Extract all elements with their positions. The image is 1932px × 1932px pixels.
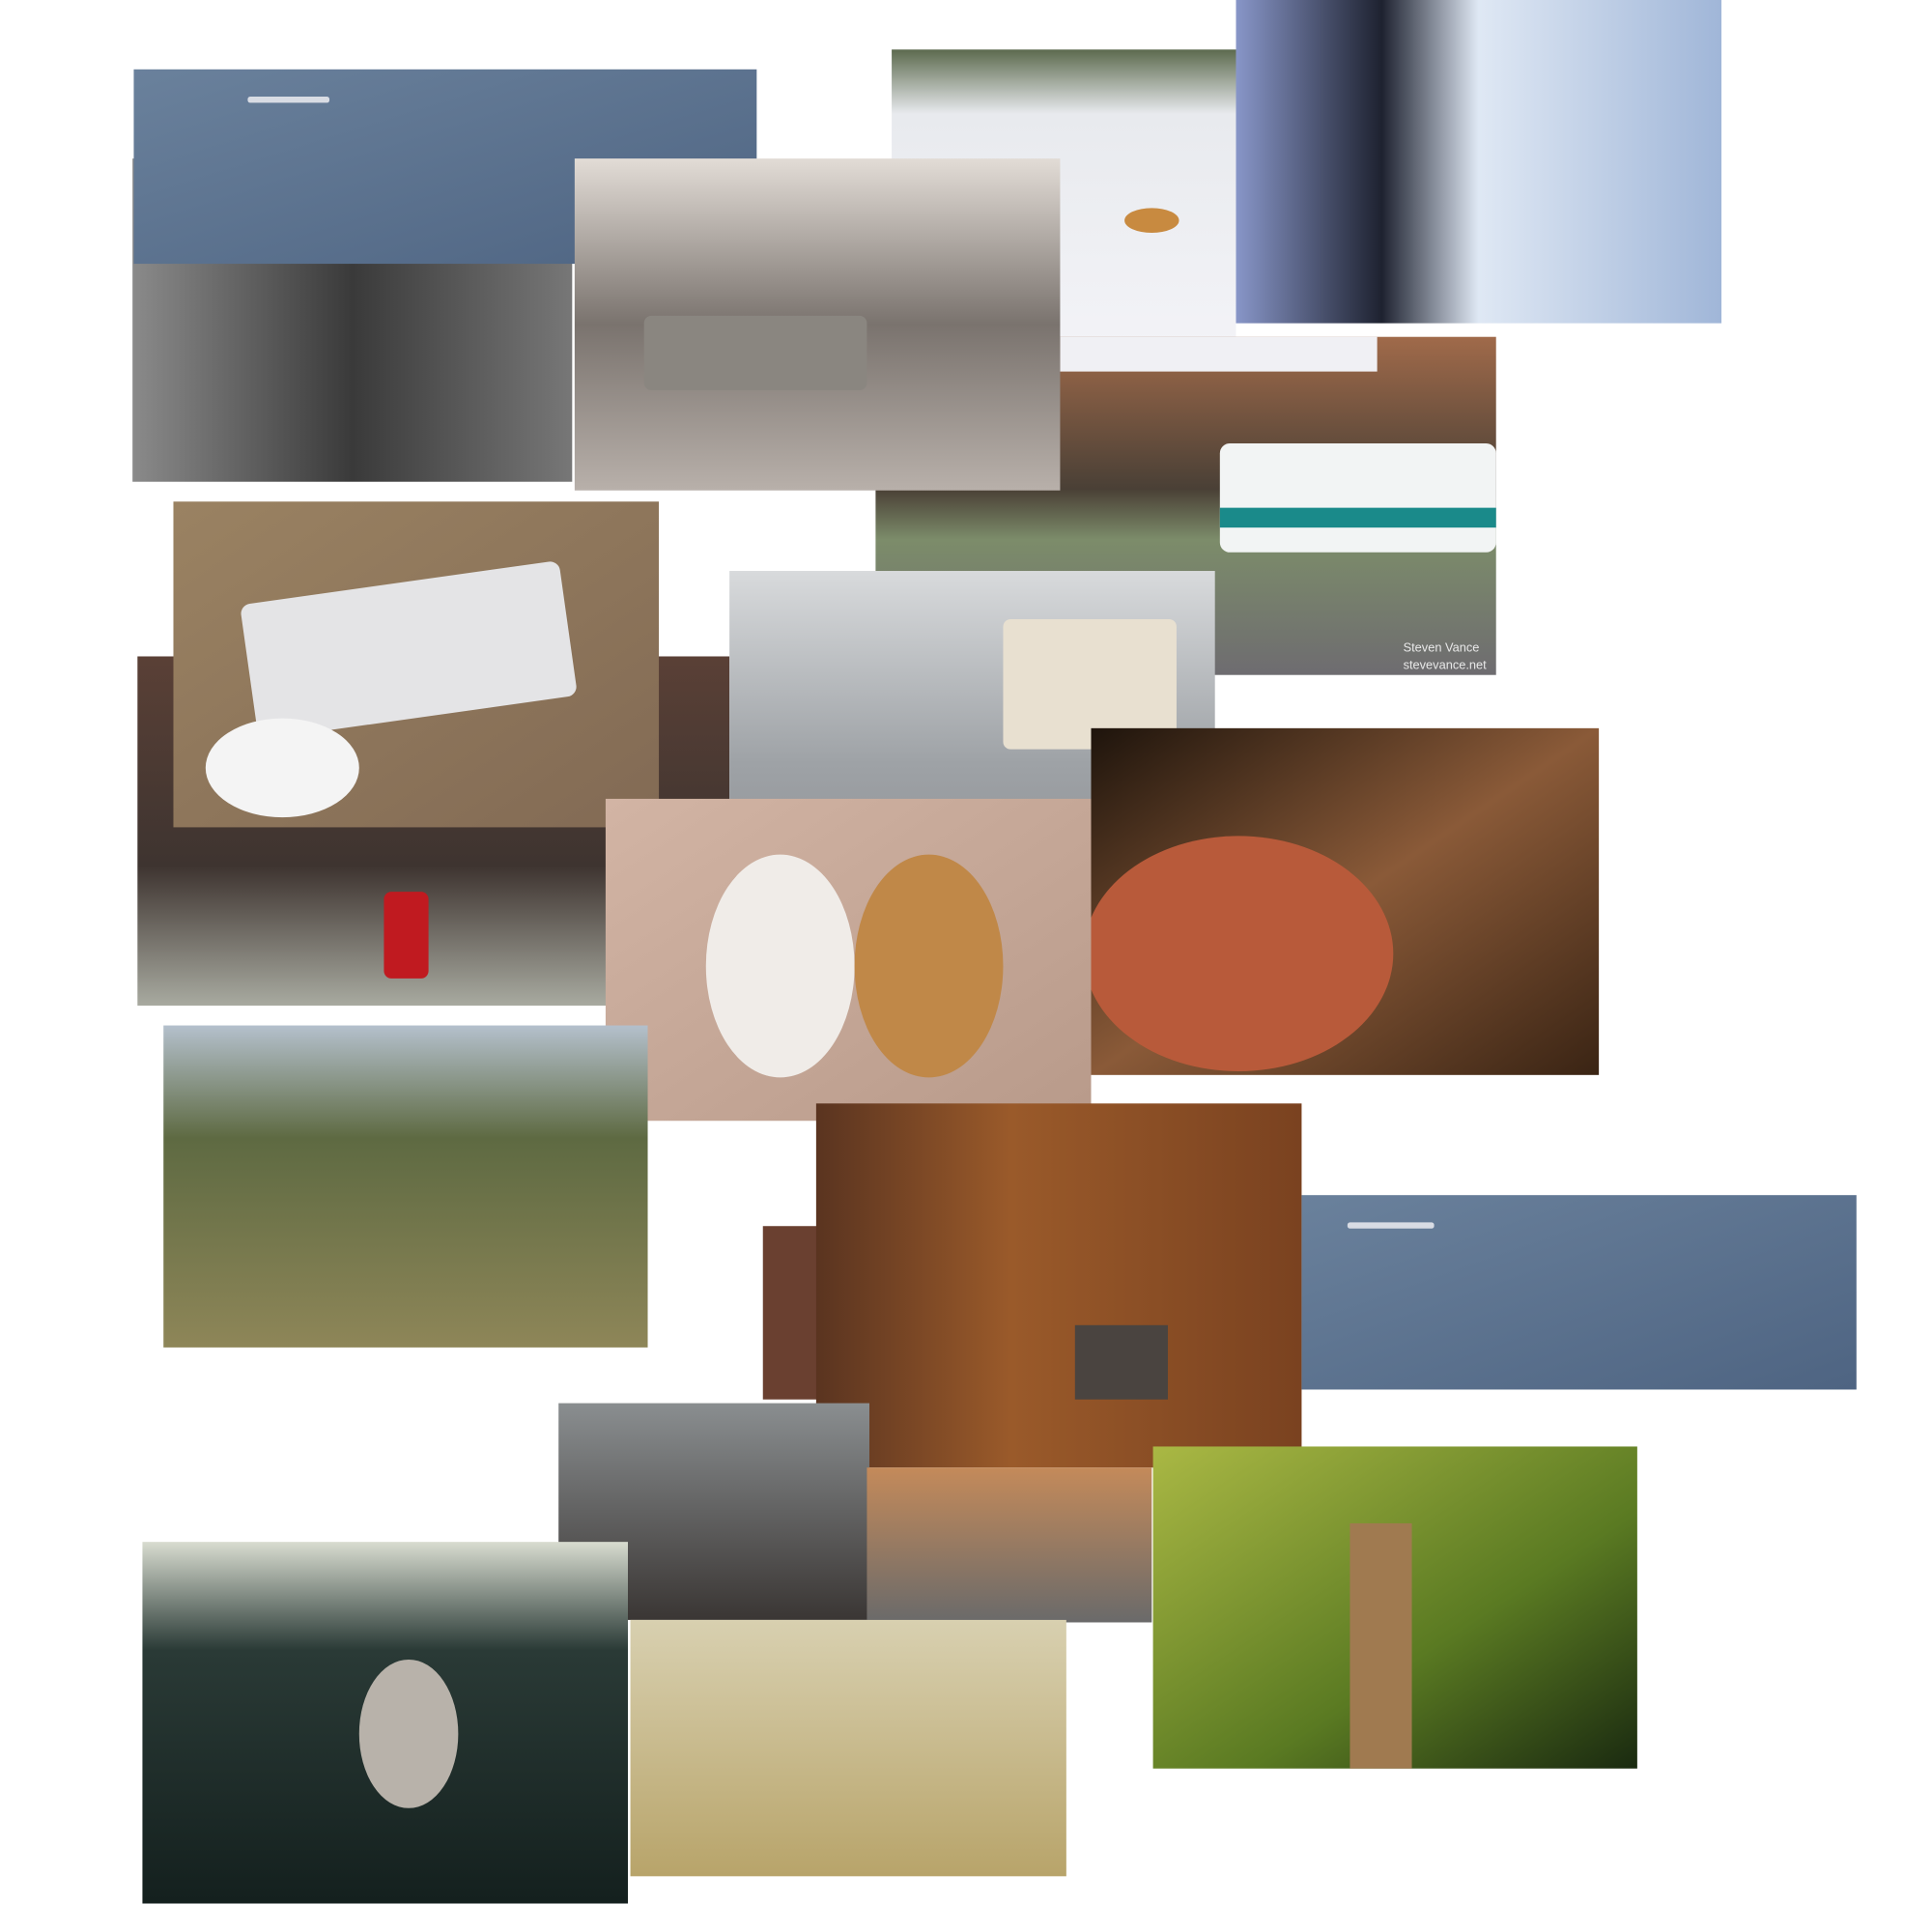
tram [643, 315, 867, 390]
airplane [247, 97, 330, 103]
city-bus [1003, 619, 1177, 750]
chihuahua [358, 1659, 459, 1808]
watermark-name: Steven Vance [1404, 639, 1480, 654]
photo-office [867, 1467, 1152, 1623]
hydrant [384, 892, 429, 979]
photo-fridge [1236, 0, 1722, 324]
keyboard [241, 561, 577, 739]
pizza [1083, 836, 1394, 1071]
brown-bear [854, 854, 1004, 1078]
photo-giraffes-field [163, 1025, 648, 1348]
white-bear [705, 854, 855, 1078]
bus [1219, 442, 1496, 553]
watermark-site: stevevance.net [1404, 657, 1488, 671]
dog [1124, 208, 1179, 234]
mouse [205, 718, 359, 818]
photo-living-room [815, 1103, 1302, 1468]
photo-giraffes-indoor [630, 1619, 1066, 1877]
photo-snow-dog-edge [1060, 336, 1378, 372]
bus-stripe [1219, 507, 1496, 528]
tv [1074, 1324, 1168, 1400]
airplane-2 [1347, 1222, 1435, 1229]
giraffe-neck [1350, 1522, 1412, 1769]
